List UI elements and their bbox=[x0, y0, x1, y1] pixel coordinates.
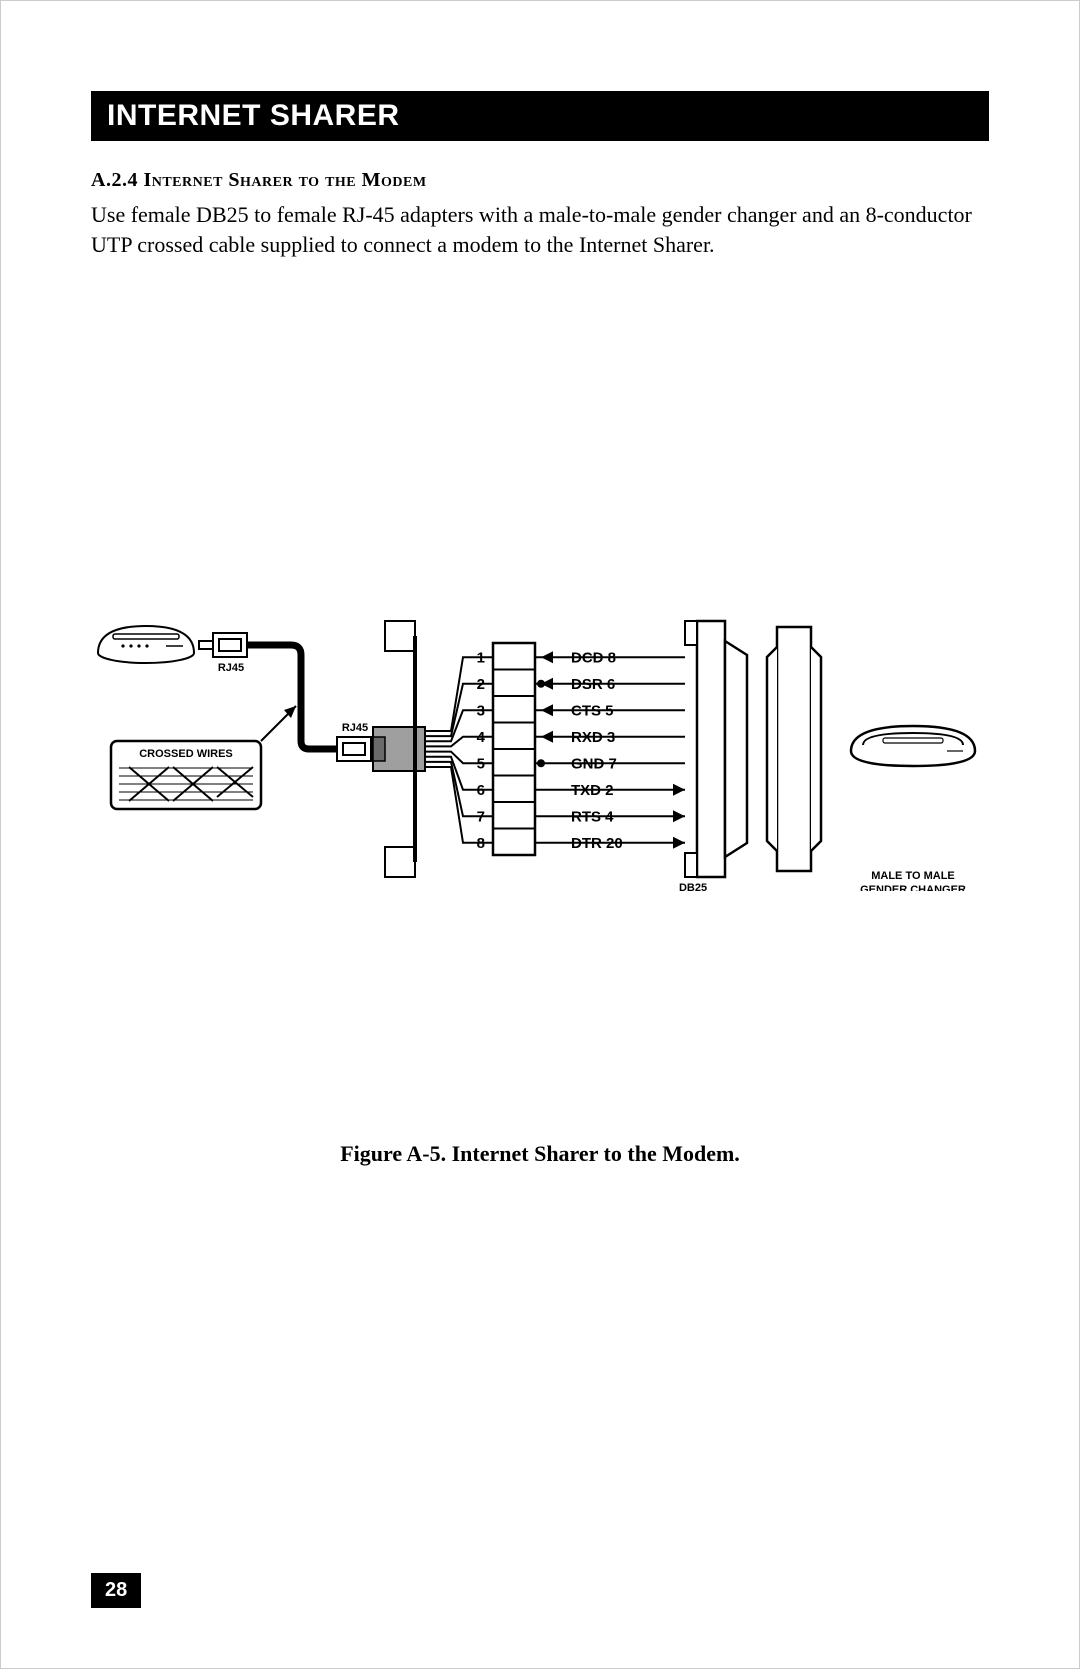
rj45-label-top: RJ45 bbox=[218, 662, 244, 674]
section-title: Internet Sharer to the Modem bbox=[143, 169, 426, 191]
figure-caption: Figure A-5. Internet Sharer to the Modem… bbox=[1, 1141, 1079, 1167]
chapter-title: INTERNET SHARER bbox=[107, 99, 400, 132]
section-body: Use female DB25 to female RJ-45 adapters… bbox=[91, 200, 989, 259]
pin-number: 4 bbox=[477, 729, 486, 746]
page-container: INTERNET SHARER A.2.4 Internet Sharer to… bbox=[1, 1, 1079, 1668]
pin-number: 8 bbox=[477, 835, 485, 852]
sharer-device-icon bbox=[98, 626, 194, 663]
gender-changer-icon bbox=[767, 627, 821, 871]
rj45-plug-mid-icon bbox=[337, 737, 371, 761]
pin-signal: RXD 3 bbox=[571, 729, 615, 746]
pin-signal: TXD 2 bbox=[571, 782, 614, 799]
section-heading: A.2.4 Internet Sharer to the Modem bbox=[91, 169, 989, 192]
pin-number: 5 bbox=[477, 755, 485, 772]
pin-number: 2 bbox=[477, 676, 485, 693]
cable-thick bbox=[247, 645, 337, 749]
adapter-body-icon bbox=[373, 727, 425, 771]
modem-device-icon bbox=[851, 726, 975, 766]
pin-number: 3 bbox=[477, 702, 485, 719]
pin-number: 6 bbox=[477, 782, 485, 799]
rj45-plug-top-icon bbox=[199, 633, 247, 657]
page-number: 28 bbox=[91, 1573, 141, 1608]
gender-changer-label-1: MALE TO MALE bbox=[871, 870, 955, 882]
rj45-label-mid: RJ45 bbox=[342, 722, 368, 734]
figure-diagram: RJ45 CROSSED WIRES bbox=[91, 591, 991, 891]
section-number: A.2.4 bbox=[91, 169, 138, 191]
gender-changer-label-2: GENDER CHANGER bbox=[860, 884, 966, 891]
db25-label: DB25 bbox=[679, 882, 707, 891]
pin-signal: CTS 5 bbox=[571, 702, 614, 719]
pin-signal: DCD 8 bbox=[571, 649, 616, 666]
crossed-wires-box-icon: CROSSED WIRES bbox=[111, 741, 261, 809]
db25-central-box bbox=[493, 643, 535, 855]
pin-signal: RTS 4 bbox=[571, 808, 614, 825]
db25-right-shell-icon bbox=[685, 621, 747, 877]
pin-signal: DTR 20 bbox=[571, 835, 623, 852]
chapter-title-bar: INTERNET SHARER bbox=[91, 91, 989, 141]
pin-number: 1 bbox=[477, 649, 485, 666]
crossed-wires-label: CROSSED WIRES bbox=[139, 748, 233, 760]
pin-number: 7 bbox=[477, 808, 485, 825]
pin-signal: GND 7 bbox=[571, 755, 617, 772]
pin-signal: DSR 6 bbox=[571, 676, 615, 693]
